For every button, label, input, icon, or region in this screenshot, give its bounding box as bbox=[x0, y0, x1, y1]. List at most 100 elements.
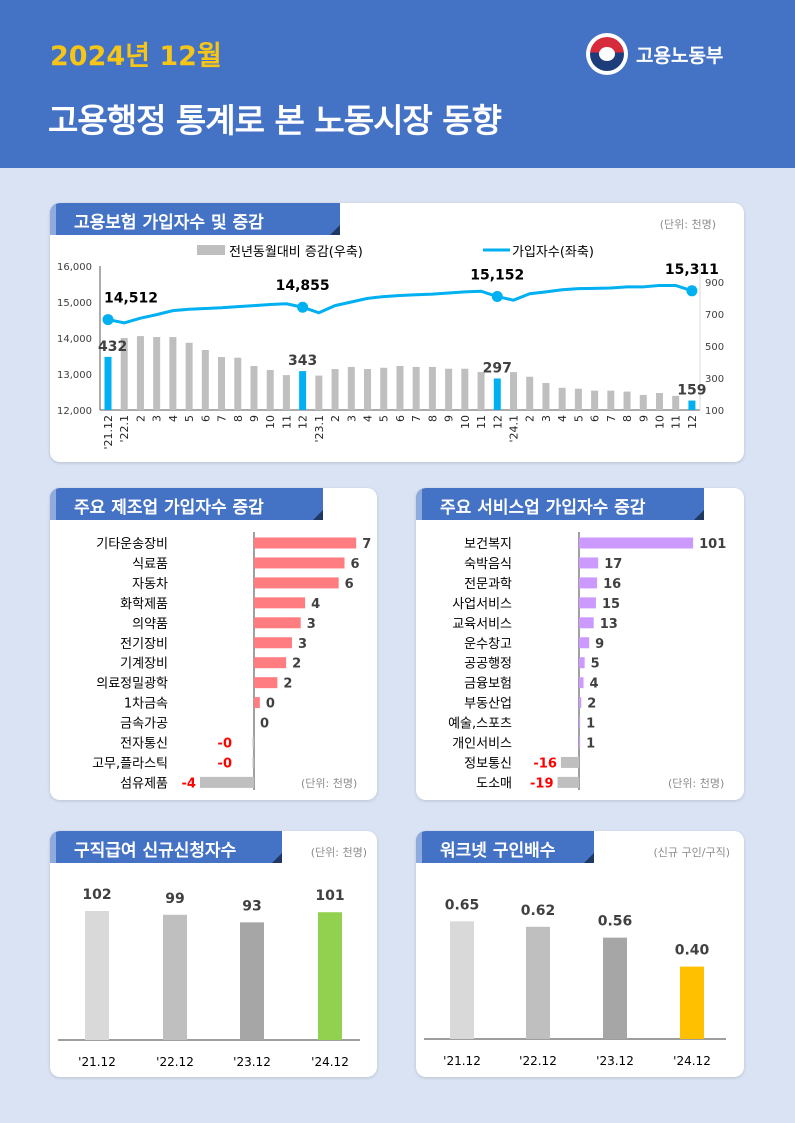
value-label: 0.40 bbox=[675, 943, 710, 959]
bar-data-label: 343 bbox=[288, 353, 317, 369]
x-tick-label: '23.12 bbox=[596, 1054, 634, 1068]
category-label: 1차금속 bbox=[124, 697, 168, 712]
bar-yoy-change bbox=[607, 390, 615, 410]
bar bbox=[254, 697, 260, 709]
bar bbox=[579, 537, 694, 549]
line-marker bbox=[102, 314, 114, 326]
left-tick-label: 15,000 bbox=[57, 298, 92, 309]
right-tick-label: 700 bbox=[705, 310, 724, 321]
bar-yoy-change bbox=[396, 366, 404, 410]
bar bbox=[85, 910, 109, 1040]
x-tick-label: '23.12 bbox=[233, 1055, 271, 1069]
bar bbox=[199, 776, 254, 788]
bar-yoy-change bbox=[104, 356, 112, 410]
category-label: 부동산업 bbox=[464, 697, 512, 712]
card-title: 주요 제조업 가입자수 증감 bbox=[50, 488, 323, 520]
category-label: 금속가공 bbox=[120, 717, 168, 732]
value-label: 13 bbox=[600, 617, 618, 632]
left-tick-label: 13,000 bbox=[57, 370, 92, 381]
right-tick-label: 900 bbox=[705, 278, 724, 289]
bar-data-label: 432 bbox=[98, 339, 127, 355]
bar-yoy-change bbox=[364, 369, 372, 410]
bar-yoy-change bbox=[412, 366, 420, 410]
category-label: 금융보험 bbox=[464, 677, 512, 692]
bar bbox=[579, 597, 596, 609]
bar-yoy-change bbox=[428, 366, 436, 410]
bar bbox=[254, 637, 292, 649]
x-tick-label: 4 bbox=[556, 415, 569, 422]
x-tick-label: 2 bbox=[524, 415, 537, 422]
x-tick-label: 2 bbox=[134, 415, 147, 422]
insured-chart: 전년동월대비 증감(우축) 가입자수(좌축) 12,000 13,000 14,000 1… bbox=[57, 245, 724, 450]
value-label: -0 bbox=[218, 737, 232, 752]
bar-data-label: 159 bbox=[677, 383, 706, 399]
claims-card: 구직급여 신규신청자수 (단위: 천명) 102 '21.12 99 '22.12 93… bbox=[50, 831, 377, 1077]
value-label: 3 bbox=[298, 637, 307, 652]
category-label: 식료품 bbox=[132, 557, 168, 572]
value-label: 17 bbox=[604, 557, 622, 572]
x-tick-label: 5 bbox=[378, 415, 391, 422]
value-label: 3 bbox=[307, 617, 316, 632]
x-tick-label: 11 bbox=[280, 415, 293, 429]
bar-yoy-change bbox=[477, 372, 485, 410]
bar-yoy-change bbox=[461, 368, 469, 410]
x-tick-label: 8 bbox=[232, 415, 245, 422]
category-label: 기타운송장비 bbox=[96, 537, 168, 552]
bar bbox=[579, 677, 584, 689]
line-marker bbox=[491, 291, 503, 303]
bar bbox=[579, 637, 590, 649]
bar-yoy-change bbox=[218, 357, 226, 410]
left-tick-label: 12,000 bbox=[57, 406, 92, 417]
right-tick-label: 100 bbox=[705, 406, 724, 417]
claims-chart: 102 '21.12 99 '22.12 93 '23.12 101 '24.12 bbox=[58, 887, 360, 1069]
bar bbox=[579, 717, 581, 729]
category-label: 전자통신 bbox=[120, 737, 168, 752]
x-tick-label: 12 bbox=[686, 415, 699, 429]
x-tick-label: 8 bbox=[426, 415, 439, 422]
bar bbox=[579, 577, 598, 589]
service-card: 주요 서비스업 가입자수 증감 (단위: 천명) 보건복지 101 숙박음식 17 전문… bbox=[416, 488, 744, 800]
line-data-label: 14,855 bbox=[276, 278, 330, 294]
bar bbox=[254, 657, 287, 669]
left-tick-label: 16,000 bbox=[57, 262, 92, 273]
bar-yoy-change bbox=[282, 375, 290, 410]
x-tick-label: 7 bbox=[216, 415, 229, 422]
bar-yoy-change bbox=[266, 370, 274, 410]
bar-yoy-change bbox=[542, 382, 550, 410]
value-label: -16 bbox=[533, 756, 557, 771]
bar-data-label: 297 bbox=[483, 360, 512, 376]
legend-line-label: 가입자수(좌축) bbox=[512, 245, 594, 260]
value-label: 0 bbox=[266, 697, 275, 712]
x-tick-label: 7 bbox=[410, 415, 423, 422]
bar bbox=[603, 937, 627, 1039]
bar-yoy-change bbox=[347, 366, 355, 410]
x-tick-label: '22.1 bbox=[118, 415, 131, 443]
line-marker bbox=[297, 301, 309, 313]
card-title: 주요 서비스업 가입자수 증감 bbox=[416, 488, 704, 520]
value-label: 7 bbox=[362, 537, 371, 552]
category-label: 전기장비 bbox=[120, 637, 168, 652]
bar-yoy-change bbox=[153, 337, 161, 410]
value-label: -0 bbox=[218, 756, 232, 771]
bar-yoy-change bbox=[250, 366, 258, 410]
line-marker bbox=[686, 285, 698, 297]
category-label: 숙박음식 bbox=[464, 557, 512, 572]
bar-yoy-change bbox=[201, 350, 209, 410]
bar-yoy-change bbox=[169, 337, 177, 410]
bar-yoy-change bbox=[234, 357, 242, 410]
line-data-label: 15,311 bbox=[665, 262, 719, 278]
x-tick-label: 9 bbox=[637, 415, 650, 422]
value-label: 2 bbox=[292, 657, 301, 672]
value-label: -4 bbox=[182, 776, 196, 791]
ratio-card: 워크넷 구인배수 (신규 구인/구직) 0.65 '21.12 0.62 '22.12… bbox=[416, 831, 744, 1077]
bar bbox=[579, 737, 581, 748]
ratio-chart: 0.65 '21.12 0.62 '22.12 0.56 '23.12 0.40 '24.12 bbox=[424, 897, 726, 1068]
category-label: 보건복지 bbox=[464, 537, 512, 552]
manufacturing-card: 주요 제조업 가입자수 증감 (단위: 천명) 기타운송장비 7 식료품 6 자동차 6 화… bbox=[50, 488, 377, 800]
x-tick-label: 10 bbox=[264, 415, 277, 429]
bar-yoy-change bbox=[591, 390, 599, 410]
value-label: 1 bbox=[586, 737, 595, 752]
value-label: 9 bbox=[595, 637, 604, 652]
x-tick-label: 11 bbox=[475, 415, 488, 429]
category-label: 개인서비스 bbox=[452, 737, 512, 752]
